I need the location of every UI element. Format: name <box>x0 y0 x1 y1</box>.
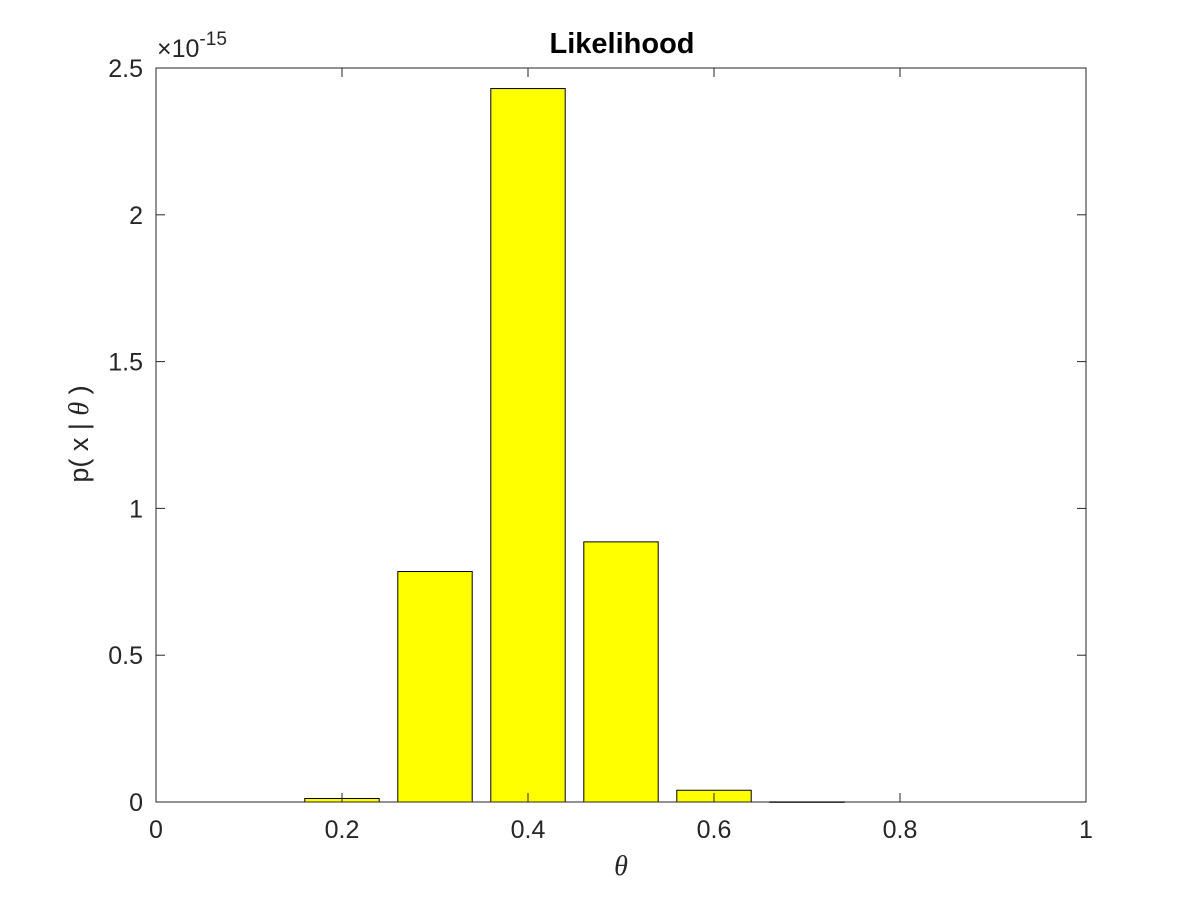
y-tick-label: 0.5 <box>108 642 143 670</box>
x-tick-label: 0.8 <box>883 816 918 844</box>
bar-theta-0-3 <box>397 571 473 803</box>
y-tick-label: 0 <box>129 789 143 817</box>
x-tick-label: 0 <box>149 816 163 844</box>
y-tick-label: 1 <box>129 495 143 523</box>
bar-theta-0-4 <box>490 88 566 803</box>
x-axis-label: θ <box>614 851 628 882</box>
y-axis-label-symbol: θ <box>64 402 95 416</box>
y-axis-exponent: ×10-15 <box>157 29 227 63</box>
y-tick-label: 1.5 <box>108 349 143 377</box>
y-axis-exponent-base: ×10 <box>157 35 199 63</box>
ticks-group <box>155 67 1087 803</box>
bars-group <box>304 88 845 803</box>
plot-area-frame <box>155 67 1087 803</box>
y-tick-label: 2.5 <box>108 55 143 83</box>
y-axis-label: p( x | θ ) <box>64 385 95 482</box>
bar-theta-0-5 <box>583 541 659 803</box>
y-tick-label: 2 <box>129 202 143 230</box>
chart-title: Likelihood <box>550 28 695 60</box>
x-tick-label: 0.4 <box>511 816 546 844</box>
x-tick-label: 0.6 <box>697 816 732 844</box>
y-tick-labels: 0 0.5 1 1.5 2 2.5 <box>108 55 143 817</box>
x-tick-labels: 0 0.2 0.4 0.6 0.8 1 <box>149 816 1093 844</box>
y-axis-label-suffix: ) <box>64 385 94 402</box>
y-axis-exponent-power: -15 <box>199 29 226 50</box>
y-axis-label-prefix: p( x | <box>64 416 94 483</box>
x-tick-label: 1 <box>1079 816 1093 844</box>
x-tick-label: 0.2 <box>325 816 360 844</box>
